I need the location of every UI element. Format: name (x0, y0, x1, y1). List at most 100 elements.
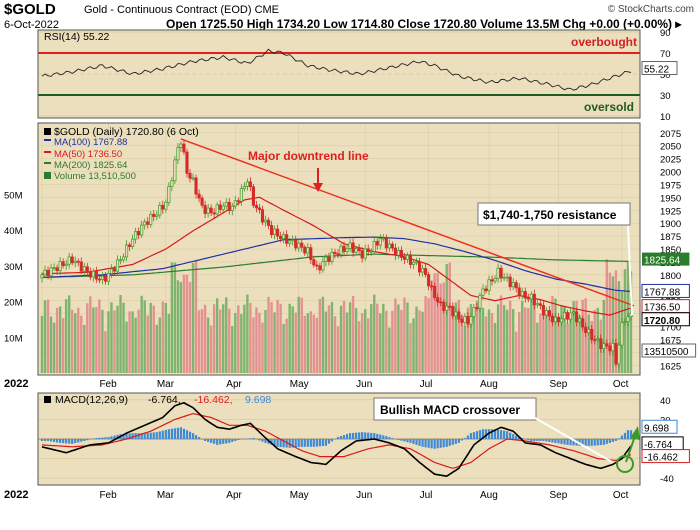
volume-bar (67, 295, 71, 373)
macd-hist-bar (270, 439, 273, 445)
resistance-callout-line (627, 225, 633, 316)
candle-body (291, 239, 295, 242)
volume-bar (336, 326, 340, 373)
candle-body (200, 197, 204, 206)
macd-hist-bar (430, 439, 433, 449)
candle-body (623, 321, 627, 323)
candle-body (581, 318, 585, 328)
macd-hist-bar (478, 430, 482, 439)
price-tick-1625: 1625 (660, 361, 681, 372)
macd-hist-bar (542, 439, 545, 441)
volume-bar (173, 262, 177, 373)
volume-bar (128, 311, 131, 373)
macd-hist-bar (234, 439, 237, 441)
volume-bar (95, 306, 98, 373)
rsi-layer: 10 30 50 70 90 55.22 (38, 28, 678, 123)
candle-body (212, 212, 216, 215)
candle-body (457, 311, 461, 320)
candle-body (318, 265, 322, 271)
candle-body (556, 316, 561, 323)
volume-bar (119, 295, 122, 373)
macd-hist-bar (533, 439, 536, 441)
macd-line (41, 401, 632, 478)
legend-ma100: MA(100) 1767.88 (54, 137, 127, 148)
candle-body (312, 259, 316, 266)
candle-body (140, 224, 144, 236)
macd-hist-bar (385, 436, 388, 439)
price-tick-2025: 2025 (660, 155, 681, 166)
candle-body (475, 307, 479, 309)
volume-bar (391, 310, 394, 373)
candle-body (239, 188, 243, 202)
volume-bar (560, 305, 563, 373)
volume-bar (524, 307, 527, 373)
macd-hist-bar (412, 439, 415, 444)
macd-hist-bar (536, 439, 539, 441)
candle-body (460, 318, 464, 323)
volume-bar (219, 309, 222, 373)
volume-bar (309, 311, 313, 373)
macd-hist-bar (418, 439, 421, 446)
macd-hist-bar (300, 439, 303, 447)
macd-hist-bar (602, 439, 605, 445)
rsi-frame (37, 29, 641, 119)
candle-body (61, 261, 65, 266)
month-label-1: Feb (99, 379, 117, 390)
candle-body (248, 181, 252, 188)
month-label-5: Jun (356, 490, 372, 501)
candle-body (134, 231, 138, 240)
volume-bar (252, 317, 255, 373)
volume-bar (255, 307, 258, 373)
candle-body (109, 268, 114, 274)
rsi-tick-10: 10 (660, 112, 671, 123)
macd-hist-bar (52, 439, 56, 442)
volume-bar (285, 318, 288, 373)
macd-hist-bar (409, 439, 412, 443)
volume-tick-10M: 10M (4, 333, 23, 344)
candle-body (599, 338, 603, 349)
price-tick-1925: 1925 (660, 206, 681, 217)
candle-body (149, 213, 153, 225)
volume-bar (445, 264, 448, 373)
volume-bar (149, 302, 152, 373)
macd-hist-bar (339, 436, 343, 439)
volume-bar (49, 316, 53, 373)
volume-bar (270, 302, 273, 373)
macd-hist-bar (312, 439, 315, 447)
volume-bar (572, 301, 575, 373)
month-label-3: Apr (226, 490, 242, 501)
macd-hist-bar (521, 438, 524, 439)
candle-body (185, 151, 189, 174)
legend-ma50: MA(50) 1736.50 (54, 149, 122, 160)
candle-body (550, 315, 554, 323)
candle-body (602, 343, 606, 349)
candle-body (324, 256, 328, 263)
price-tick-1850: 1850 (660, 245, 681, 256)
macd-legend-name: MACD(12,26,9) (55, 394, 128, 406)
volume-bar (104, 331, 107, 373)
volume-bar (131, 311, 134, 373)
macd-hist-bar (394, 439, 397, 440)
candle-body (541, 304, 545, 316)
macd-hist-bar (213, 439, 216, 444)
macd-hist-bar (137, 433, 140, 439)
volume-bar (43, 300, 47, 373)
candle-body (363, 248, 367, 259)
volume-bar (134, 317, 137, 373)
volume-bar (164, 303, 168, 373)
ma200-line (41, 253, 632, 278)
macd-crossover-label: Bullish MACD crossover (380, 403, 520, 417)
volume-bar (137, 309, 140, 373)
macd-hist-bar (367, 432, 370, 439)
volume-bar (330, 302, 334, 373)
candle-body (279, 235, 283, 240)
credit-link[interactable]: © StockCharts.com (607, 4, 694, 15)
macd-hist-bar (415, 439, 418, 445)
macd-hist-bar (490, 429, 494, 439)
candle-body (91, 270, 95, 278)
macd-hist-bar (539, 439, 542, 441)
macd-hist-bar (228, 439, 231, 443)
candle-body (137, 231, 141, 236)
volume-bar (505, 309, 509, 373)
macd-hist-bar (379, 434, 382, 439)
